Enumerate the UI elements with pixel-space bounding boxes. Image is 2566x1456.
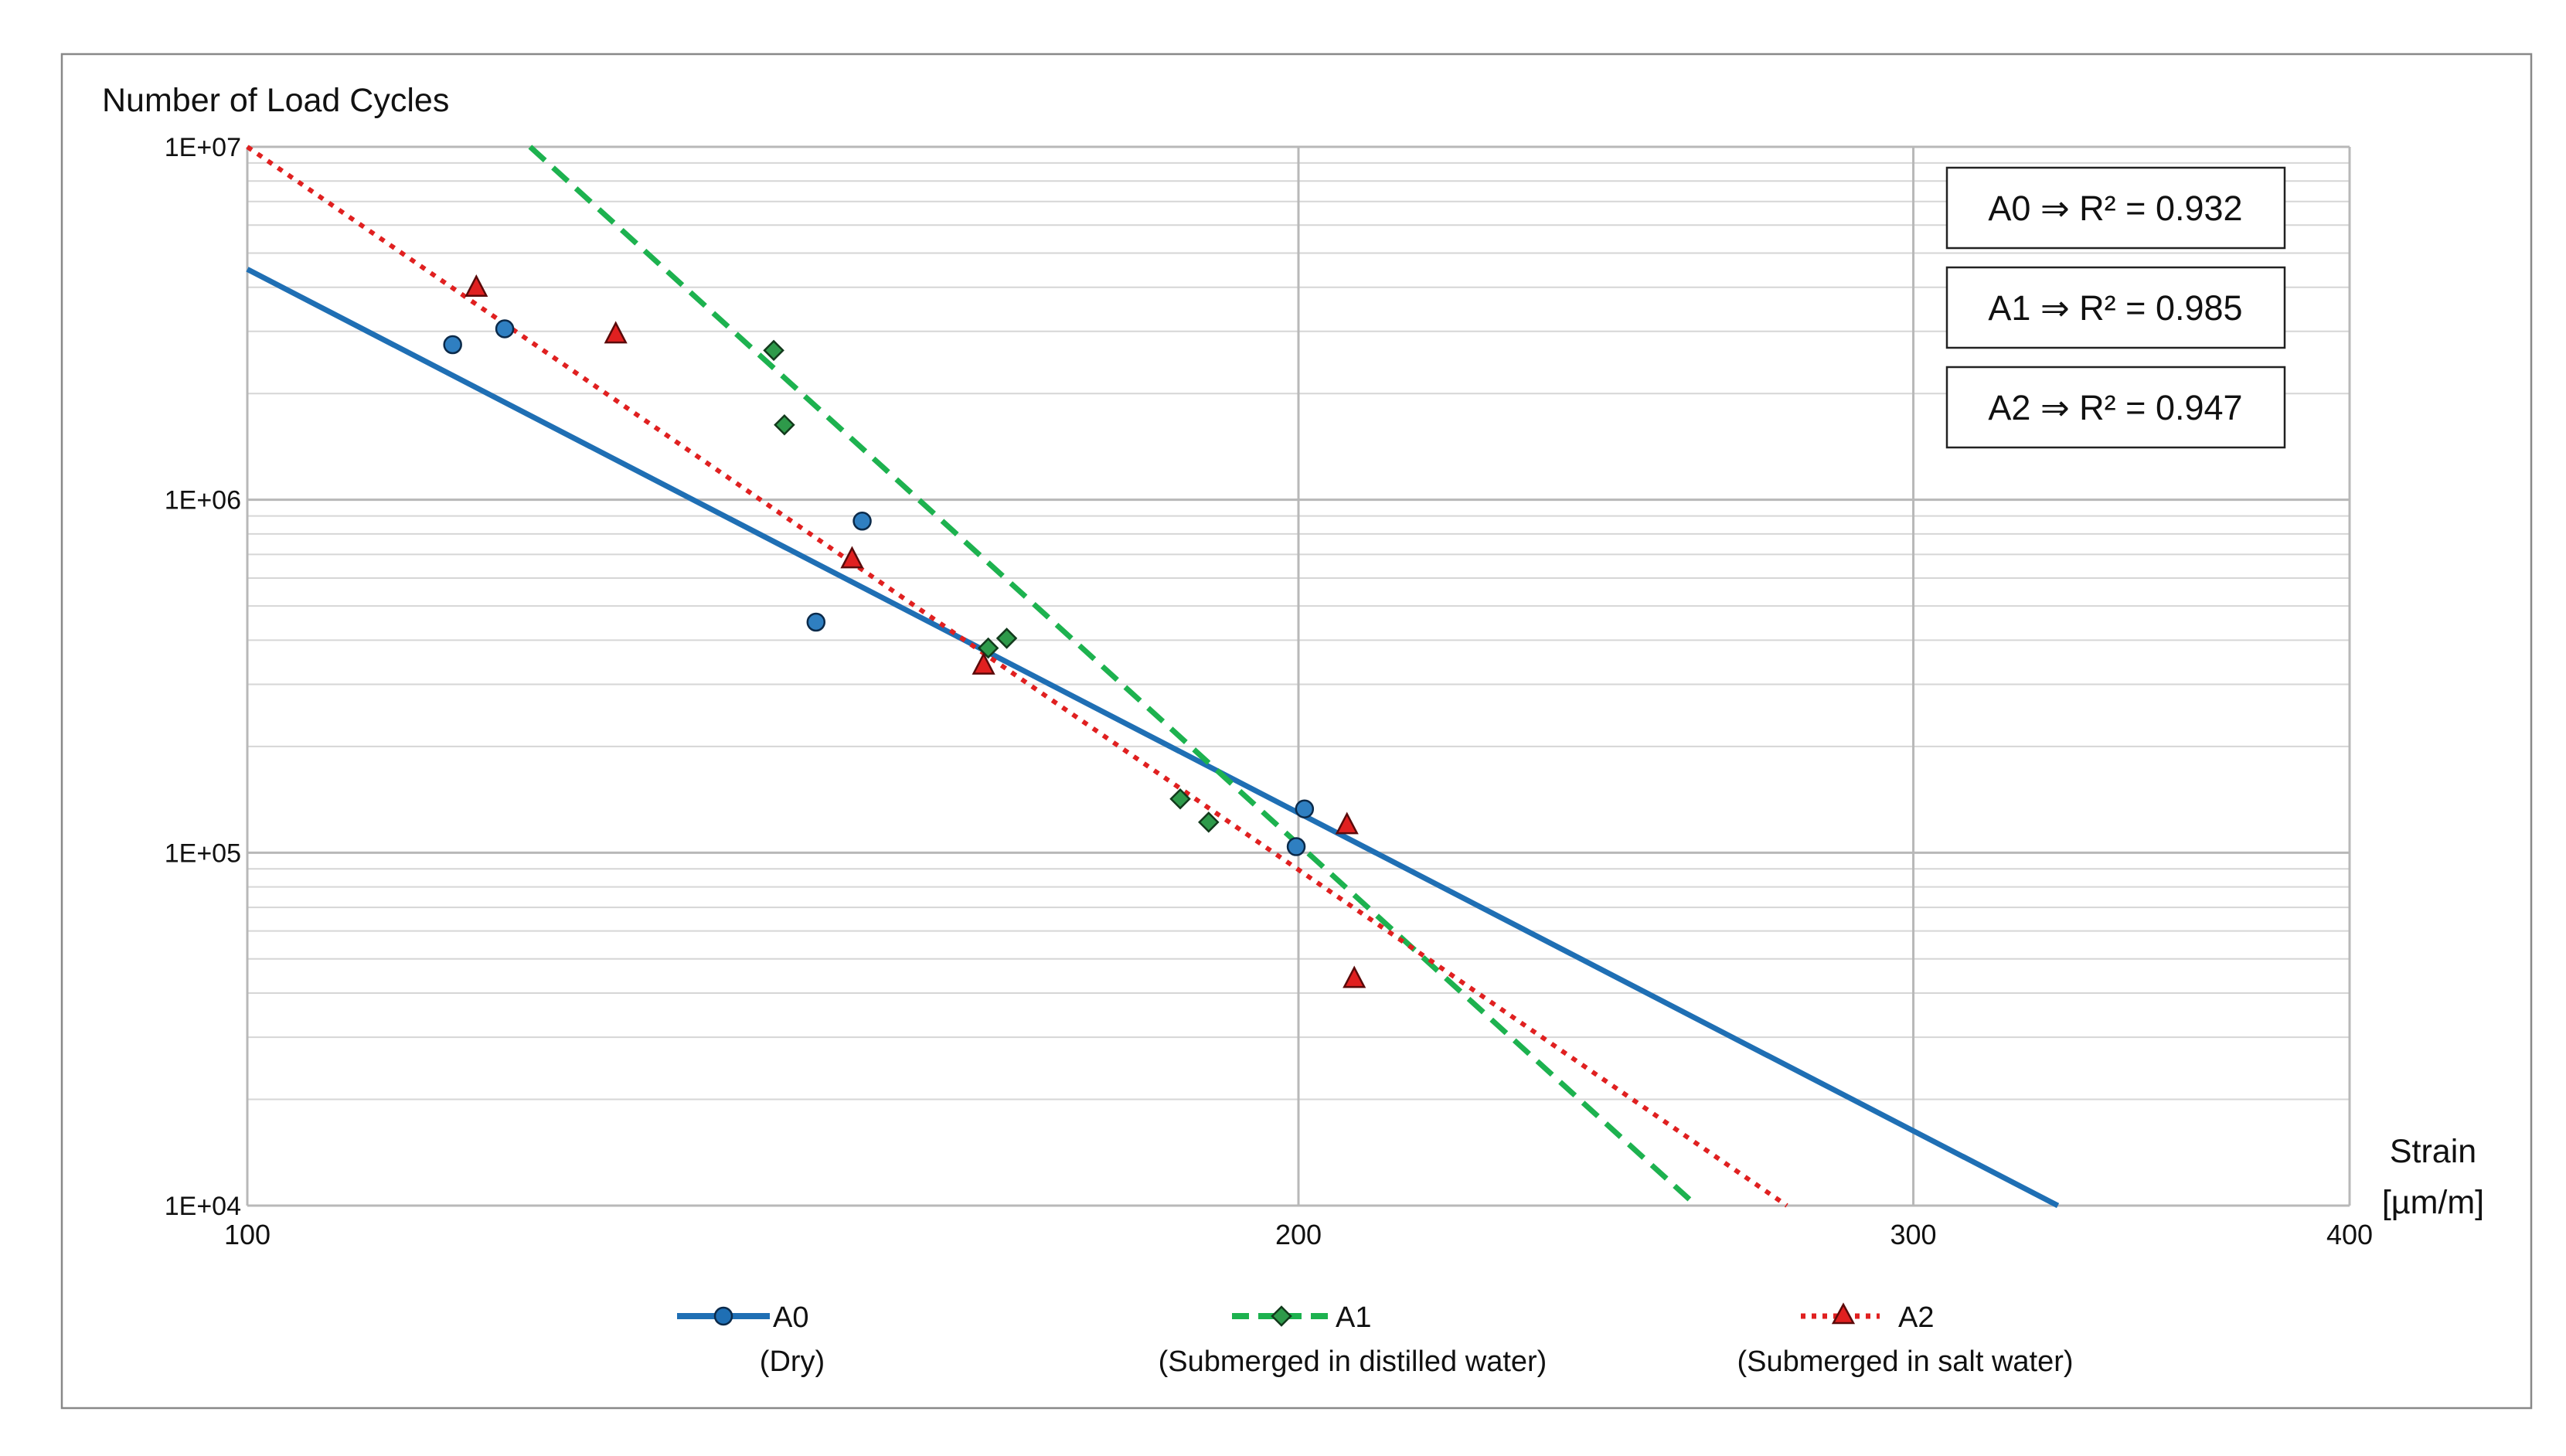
x-tick-label: 200 — [1275, 1219, 1322, 1250]
y-axis-title: Number of Load Cycles — [102, 82, 449, 119]
x-tick-label: 100 — [224, 1219, 271, 1250]
tick-labels: 1E+04 1E+05 1E+06 1E+07 100 200 300 400 — [165, 133, 2373, 1250]
r2-box-a1-frame — [1945, 266, 2286, 349]
legend-marker-a1 — [1271, 1305, 1292, 1327]
x-tick-label: 400 — [2326, 1219, 2373, 1250]
r2-box-a2-frame — [1945, 366, 2286, 449]
data-markers — [443, 274, 1366, 988]
data-point-a2 — [972, 651, 995, 675]
r2-box-a0-frame — [1945, 166, 2286, 250]
y-tick-label: 1E+05 — [165, 839, 241, 868]
legend-marker-a2 — [1831, 1302, 1856, 1325]
data-point-a1 — [1169, 788, 1191, 810]
data-point-a0 — [806, 612, 826, 632]
legend-label-a1: A1 — [1336, 1301, 1371, 1334]
data-point-a2 — [1335, 811, 1359, 835]
data-point-a0 — [1286, 837, 1306, 856]
y-tick-label: 1E+04 — [165, 1192, 241, 1221]
data-point-a2 — [465, 274, 488, 297]
data-point-a1 — [995, 628, 1018, 649]
trend-line-a0 — [246, 267, 2060, 1209]
x-axis-title-line1: Strain — [2390, 1133, 2476, 1170]
data-point-a0 — [852, 512, 872, 531]
x-tick-label: 300 — [1890, 1219, 1937, 1250]
data-point-a2 — [604, 321, 628, 344]
legend-desc-a1: (Submerged in distilled water) — [1159, 1345, 1547, 1378]
r2-text-a0: A0 ⇒ R² = 0.932 — [1988, 189, 2242, 228]
r2-box-a0: A0 ⇒ R² = 0.932 — [1945, 166, 2286, 250]
grid-major — [246, 145, 2351, 1207]
data-point-a2 — [840, 546, 864, 569]
data-point-a0 — [443, 335, 462, 355]
legend-item-a0: A0 (Dry) — [677, 1301, 825, 1378]
data-point-a1 — [763, 339, 784, 362]
legend-item-a1: A1 (Submerged in distilled water) — [1159, 1301, 1547, 1378]
r2-box-a2: A2 ⇒ R² = 0.947 — [1945, 366, 2286, 449]
legend-desc-a0: (Dry) — [760, 1345, 825, 1378]
legend-item-a2: A2 (Submerged in salt water) — [1737, 1301, 2073, 1378]
data-point-a0 — [495, 319, 515, 338]
r2-box-a1: A1 ⇒ R² = 0.985 — [1945, 266, 2286, 349]
legend-label-a2: A2 — [1898, 1301, 1934, 1334]
data-point-a1 — [774, 414, 795, 436]
trend-line-a1 — [528, 145, 1699, 1208]
legend: A0 (Dry) A1 (Submerged in distilled wate… — [677, 1301, 2074, 1378]
r2-text-a2: A2 ⇒ R² = 0.947 — [1988, 388, 2242, 427]
data-point-a1 — [1198, 811, 1220, 833]
y-tick-label: 1E+07 — [165, 133, 241, 162]
r2-text-a1: A1 ⇒ R² = 0.985 — [1988, 288, 2242, 328]
legend-label-a0: A0 — [773, 1301, 808, 1334]
x-axis-title-line2: [µm/m] — [2382, 1184, 2484, 1221]
data-point-a0 — [1295, 799, 1315, 819]
legend-marker-a0 — [713, 1306, 733, 1326]
y-tick-label: 1E+06 — [165, 486, 241, 515]
data-point-a2 — [1343, 965, 1366, 988]
legend-desc-a2: (Submerged in salt water) — [1737, 1345, 2073, 1378]
